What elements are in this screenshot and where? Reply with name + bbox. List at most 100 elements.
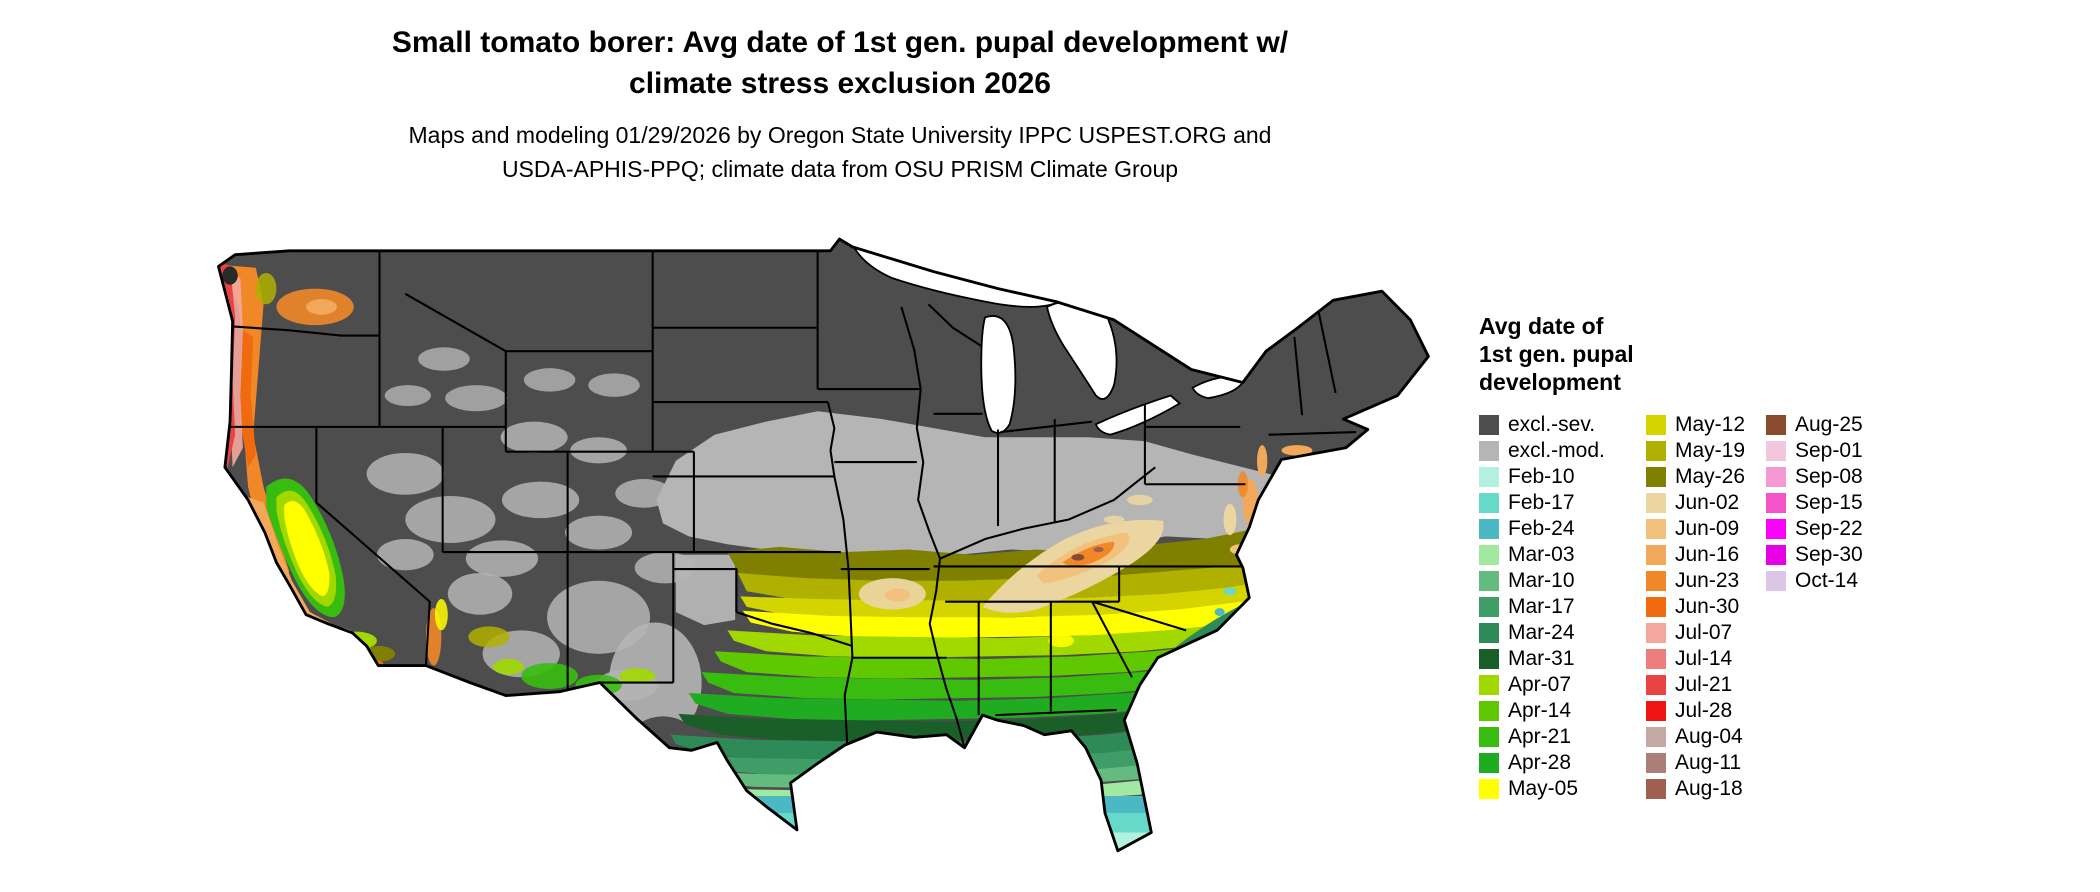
legend-item: Sep-22 [1766, 516, 1863, 542]
legend-swatch [1646, 649, 1666, 669]
legend-swatch [1479, 727, 1499, 747]
legend-label: Mar-03 [1508, 543, 1575, 566]
legend-item: Jun-09 [1646, 516, 1745, 542]
legend-swatch [1766, 493, 1786, 513]
legend-label: Jun-30 [1675, 595, 1740, 618]
legend-swatch [1646, 519, 1666, 539]
legend-label: Sep-22 [1795, 517, 1863, 540]
us-outline [217, 237, 1430, 853]
legend-swatch [1479, 467, 1499, 487]
legend-swatch [1479, 649, 1499, 669]
legend: Avg date of 1st gen. pupal development e… [1479, 312, 2099, 800]
legend-swatch [1646, 545, 1666, 565]
legend-label: Feb-17 [1508, 491, 1575, 514]
title-line2: climate stress exclusion 2026 [629, 67, 1051, 100]
legend-label: Sep-01 [1795, 439, 1863, 462]
legend-swatch [1479, 779, 1499, 799]
legend-item: Feb-10 [1479, 464, 1605, 490]
legend-label: Jul-21 [1675, 673, 1733, 696]
legend-swatch [1479, 623, 1499, 643]
legend-swatch [1479, 675, 1499, 695]
legend-label: Sep-15 [1795, 491, 1863, 514]
legend-item: Sep-15 [1766, 490, 1863, 516]
legend-swatch [1646, 467, 1666, 487]
legend-item: Aug-04 [1646, 724, 1745, 750]
legend-label: Oct-14 [1795, 569, 1859, 592]
legend-item: Aug-25 [1766, 412, 1863, 438]
legend-title: Avg date of 1st gen. pupal development [1479, 312, 2099, 396]
legend-swatch [1766, 545, 1786, 565]
legend-label: Jun-09 [1675, 517, 1740, 540]
legend-item: Jul-28 [1646, 698, 1745, 724]
map-fill-layers [218, 239, 1429, 851]
legend-item: May-05 [1479, 776, 1605, 802]
legend-column-3: Aug-25 Sep-01 Sep-08 Sep-15 Sep-22 Sep-30 Oct-… [1766, 412, 1863, 594]
legend-item: Sep-08 [1766, 464, 1863, 490]
legend-swatch [1646, 779, 1666, 799]
legend-swatch [1479, 415, 1499, 435]
legend-label: Mar-10 [1508, 569, 1575, 592]
legend-item: Oct-14 [1766, 568, 1863, 594]
legend-swatch [1766, 467, 1786, 487]
legend-item: Apr-21 [1479, 724, 1605, 750]
legend-label: May-19 [1675, 439, 1746, 462]
legend-item: Jul-07 [1646, 620, 1745, 646]
legend-label: Feb-24 [1508, 517, 1575, 540]
legend-item: Sep-01 [1766, 438, 1863, 464]
legend-label: Aug-04 [1675, 725, 1743, 748]
legend-swatch [1646, 597, 1666, 617]
page-title: Small tomato borer: Avg date of 1st gen.… [140, 22, 1540, 104]
legend-swatch [1479, 701, 1499, 721]
legend-item: Apr-07 [1479, 672, 1605, 698]
legend-swatch [1479, 519, 1499, 539]
legend-item: excl.-sev. [1479, 412, 1605, 438]
legend-item: Aug-11 [1646, 750, 1745, 776]
legend-swatch [1646, 571, 1666, 591]
legend-item: Jun-30 [1646, 594, 1745, 620]
legend-swatch [1766, 571, 1786, 591]
legend-swatch [1479, 753, 1499, 773]
legend-swatch [1766, 415, 1786, 435]
legend-swatch [1766, 519, 1786, 539]
legend-item: Mar-17 [1479, 594, 1605, 620]
legend-label: Apr-07 [1508, 673, 1572, 696]
legend-column-1: excl.-sev. excl.-mod. Feb-10 Feb-17 Feb-24 Ma… [1479, 412, 1605, 802]
legend-label: Jun-23 [1675, 569, 1740, 592]
legend-item: Jul-21 [1646, 672, 1745, 698]
subtitle-line2: USDA-APHIS-PPQ; climate data from OSU PR… [501, 156, 1179, 182]
legend-swatch [1479, 545, 1499, 565]
legend-label: Sep-08 [1795, 465, 1863, 488]
legend-swatch [1646, 493, 1666, 513]
legend-title-line2: 1st gen. pupal [1479, 341, 1634, 367]
legend-swatch [1766, 441, 1786, 461]
legend-label: Jun-02 [1675, 491, 1740, 514]
legend-label: Sep-30 [1795, 543, 1863, 566]
legend-item: Feb-17 [1479, 490, 1605, 516]
legend-swatch [1479, 597, 1499, 617]
legend-label: Aug-18 [1675, 777, 1743, 800]
legend-label: Mar-24 [1508, 621, 1575, 644]
legend-title-line1: Avg date of [1479, 313, 1604, 339]
legend-item: Mar-31 [1479, 646, 1605, 672]
legend-swatch [1646, 727, 1666, 747]
us-map-svg [217, 237, 1430, 853]
legend-item: Sep-30 [1766, 542, 1863, 568]
legend-label: Mar-31 [1508, 647, 1575, 670]
legend-label: excl.-mod. [1508, 439, 1605, 462]
legend-item: May-26 [1646, 464, 1745, 490]
legend-label: May-26 [1675, 465, 1746, 488]
legend-item: Jul-14 [1646, 646, 1745, 672]
legend-item: Jun-16 [1646, 542, 1745, 568]
legend-swatch [1646, 675, 1666, 695]
legend-swatch [1479, 493, 1499, 513]
title-line1: Small tomato borer: Avg date of 1st gen.… [391, 26, 1289, 59]
legend-item: Mar-03 [1479, 542, 1605, 568]
legend-swatch [1646, 753, 1666, 773]
us-choropleth-map [212, 226, 1449, 886]
legend-label: Jun-16 [1675, 543, 1740, 566]
legend-swatch [1646, 701, 1666, 721]
legend-swatch [1646, 623, 1666, 643]
legend-item: Apr-14 [1479, 698, 1605, 724]
legend-swatch [1479, 441, 1499, 461]
legend-label: Feb-10 [1508, 465, 1575, 488]
